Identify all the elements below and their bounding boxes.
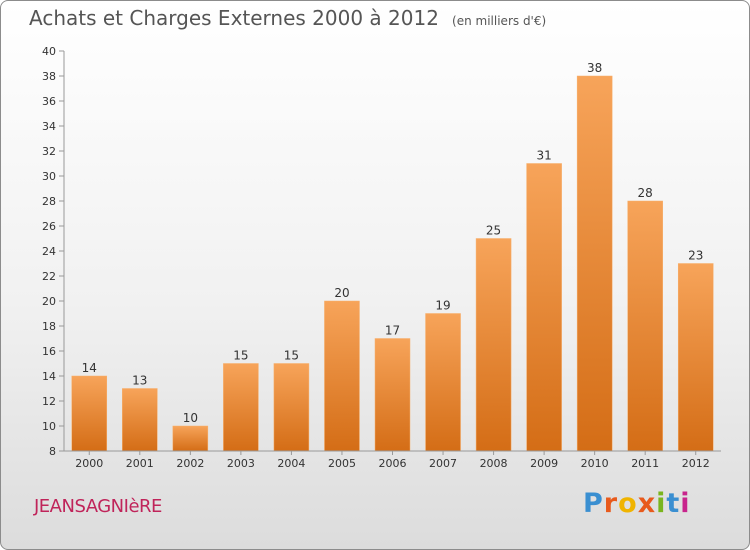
y-tick-label: 34: [42, 120, 56, 133]
bar: [475, 238, 512, 452]
y-tick-label: 12: [42, 395, 56, 408]
logo-letter: o: [618, 488, 638, 519]
x-tick-label: 2006: [379, 457, 407, 470]
y-axis: 8 10 12 14 16 18 20 22 24 26 28 30 32 34 36 38 40: [42, 45, 65, 458]
chart-title-main: Achats et Charges Externes 2000 à 2012: [29, 6, 439, 30]
x-tick-label: 2012: [682, 457, 710, 470]
x-tick-label: 2002: [176, 457, 204, 470]
logo-letter: t: [666, 488, 681, 519]
y-tick-label: 28: [42, 195, 56, 208]
bar: [122, 388, 158, 452]
bar: [71, 375, 108, 452]
y-tick-label: 30: [42, 170, 56, 183]
chart-title-unit: (en milliers d'€): [452, 14, 547, 28]
bar: [576, 75, 613, 452]
y-tick-label: 10: [42, 420, 56, 433]
logo-letter: P: [583, 488, 604, 519]
commune-name: JEANSAGNIèRE: [34, 496, 162, 517]
y-tick-label: 20: [42, 295, 56, 308]
data-label: 13: [132, 374, 147, 388]
data-label: 19: [435, 299, 450, 313]
bar: [273, 363, 310, 452]
data-label: 25: [486, 224, 501, 238]
bar: [677, 263, 714, 452]
x-axis: 2000 2001 2002 2003 2004 2005 2006 2007 2008 2009…: [64, 450, 721, 470]
chart-title: Achats et Charges Externes 2000 à 2012 (…: [29, 6, 546, 30]
bar: [223, 363, 259, 452]
x-tick-label: 2009: [530, 457, 558, 470]
y-tick-label: 14: [42, 370, 56, 383]
x-tick-label: 2011: [631, 457, 659, 470]
x-tick-label: 2008: [480, 457, 508, 470]
x-tick-label: 2007: [429, 457, 457, 470]
x-tick-label: 2003: [227, 457, 255, 470]
logo-letter: r: [603, 488, 619, 519]
y-tick-label: 32: [42, 145, 56, 158]
bar: [425, 313, 461, 452]
y-tick-label: 18: [42, 320, 56, 333]
data-label: 28: [638, 186, 653, 200]
x-tick-label: 2005: [328, 457, 356, 470]
x-tick-label: 2004: [277, 457, 305, 470]
y-tick-label: 16: [42, 345, 56, 358]
data-label: 15: [284, 349, 299, 363]
y-tick-label: 24: [42, 245, 56, 258]
y-tick-label: 26: [42, 220, 56, 233]
bar: [526, 163, 562, 452]
bar: [324, 300, 360, 452]
bar: [172, 425, 209, 452]
y-tick-label: 22: [42, 270, 56, 283]
bar: [627, 200, 663, 452]
logo-letter: i: [680, 488, 691, 519]
data-label: 17: [385, 324, 400, 338]
data-label: 10: [183, 411, 198, 425]
data-label: 38: [587, 61, 602, 75]
data-label: 23: [688, 249, 703, 263]
data-label: 14: [82, 361, 97, 375]
x-tick-label: 2001: [126, 457, 154, 470]
proxiti-logo: Proxiti: [583, 488, 691, 519]
bar: [374, 338, 411, 452]
y-tick-label: 8: [49, 445, 56, 458]
data-label: 31: [536, 149, 551, 163]
logo-letter: x: [637, 488, 657, 519]
x-tick-label: 2000: [75, 457, 103, 470]
y-tick-label: 36: [42, 95, 56, 108]
logo-letter: i: [656, 488, 667, 519]
data-label: 15: [233, 349, 248, 363]
data-label: 20: [334, 286, 349, 300]
y-tick-label: 40: [42, 45, 56, 58]
bars: 14 13 10 15 15 20 17 19 25 31 38 28 23: [71, 61, 714, 452]
x-tick-label: 2010: [581, 457, 609, 470]
y-tick-label: 38: [42, 70, 56, 83]
